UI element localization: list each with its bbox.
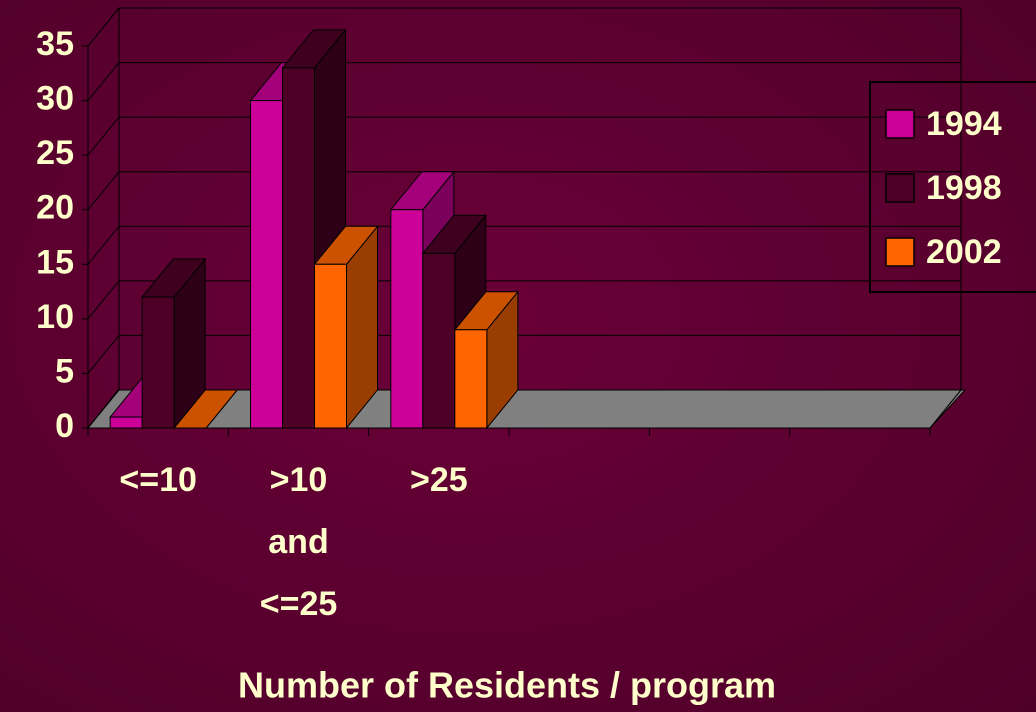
bar-front xyxy=(141,296,175,429)
bar xyxy=(141,257,207,430)
bar xyxy=(313,224,379,430)
grid-line xyxy=(87,116,120,156)
grid-line xyxy=(87,7,120,47)
grid-line xyxy=(87,280,120,320)
bar-front xyxy=(109,416,143,429)
bar-front xyxy=(390,209,424,429)
bar xyxy=(173,389,239,429)
legend-swatch xyxy=(885,109,915,139)
legend-label: 2002 xyxy=(926,233,1002,271)
y-tick-label: 0 xyxy=(55,407,74,445)
bar-top xyxy=(173,389,239,429)
y-tick-label: 25 xyxy=(36,134,74,172)
y-tick-label: 10 xyxy=(36,298,74,336)
y-tick-label: 5 xyxy=(55,352,74,390)
x-axis-title: Number of Residents / program xyxy=(238,665,776,706)
legend-swatch xyxy=(885,173,915,203)
y-tick-label: 35 xyxy=(36,25,74,63)
legend-label: 1998 xyxy=(926,169,1002,207)
legend-label: 1994 xyxy=(926,105,1002,143)
legend-box xyxy=(869,81,1036,293)
bar-front xyxy=(454,329,488,429)
bar-front xyxy=(422,252,456,429)
legend-swatch xyxy=(885,237,915,267)
x-tick-label-line: and xyxy=(268,523,328,561)
x-tick-label: >25 xyxy=(410,461,468,499)
grid-line xyxy=(87,62,120,101)
y-tick-label: 15 xyxy=(36,243,74,281)
bar xyxy=(453,290,519,430)
bar-front xyxy=(250,100,283,429)
bar-front xyxy=(314,263,347,429)
x-tick-label-line: >10 xyxy=(270,461,328,499)
y-tick-label: 30 xyxy=(36,80,74,118)
grid-line xyxy=(87,225,120,265)
bar-front xyxy=(282,67,315,429)
x-tick-label-line: <=25 xyxy=(260,585,338,623)
y-tick-label: 20 xyxy=(36,189,74,227)
grid-line xyxy=(87,389,120,429)
x-tick-label: >10 and <=25 xyxy=(260,461,338,623)
grid-line xyxy=(87,171,120,211)
floor-edge xyxy=(929,389,962,429)
grid-line xyxy=(87,335,120,374)
x-tick-label: <=10 xyxy=(119,461,197,499)
